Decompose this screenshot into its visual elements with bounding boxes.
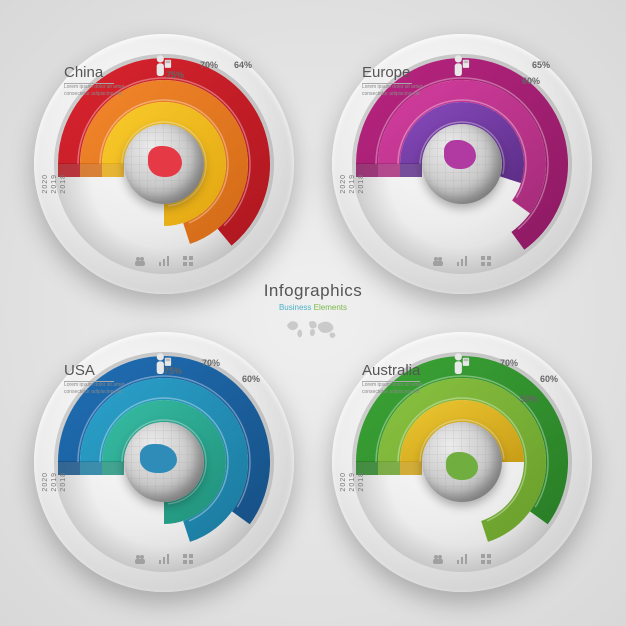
panel-europe: EuropeLorem ipsum dolor sit amet, consec… bbox=[318, 20, 606, 308]
footer-icons bbox=[432, 552, 492, 570]
year-label: 2019 bbox=[51, 470, 58, 494]
panel-china: ChinaLorem ipsum dolor sit amet, consect… bbox=[20, 20, 308, 308]
footer-icons bbox=[432, 254, 492, 272]
year-label: 2019 bbox=[349, 470, 356, 494]
globe-icon bbox=[422, 422, 502, 502]
world-map-icon bbox=[283, 316, 343, 340]
globe-icon bbox=[124, 124, 204, 204]
circle-background: USALorem ipsum dolor sit amet, consectet… bbox=[34, 332, 294, 592]
grid-icon bbox=[182, 254, 194, 272]
year-label: 2018 bbox=[60, 172, 67, 196]
year-label: 2018 bbox=[60, 470, 67, 494]
year-label: 2019 bbox=[349, 172, 356, 196]
year-label: 2018 bbox=[358, 172, 365, 196]
percentage-label: 70% bbox=[202, 358, 220, 368]
main-title: Infographics bbox=[264, 281, 363, 301]
panel-australia: AustraliaLorem ipsum dolor sit amet, con… bbox=[318, 318, 606, 606]
percentage-label: 50% bbox=[520, 394, 538, 404]
year-label: 2019 bbox=[51, 172, 58, 196]
circle-background: AustraliaLorem ipsum dolor sit amet, con… bbox=[332, 332, 592, 592]
group-icon bbox=[432, 552, 444, 570]
globe-icon bbox=[422, 124, 502, 204]
region-subtitle: Lorem ipsum dolor sit amet, consectetur … bbox=[362, 382, 442, 395]
region-title: Europe bbox=[362, 64, 412, 84]
region-title: China bbox=[64, 64, 114, 84]
center-title-block: Infographics Business Elements bbox=[264, 281, 363, 345]
circle-background: ChinaLorem ipsum dolor sit amet, consect… bbox=[34, 34, 294, 294]
percentage-label: 60% bbox=[540, 374, 558, 384]
group-icon bbox=[134, 552, 146, 570]
circle-background: EuropeLorem ipsum dolor sit amet, consec… bbox=[332, 34, 592, 294]
percentage-label: 65% bbox=[532, 60, 550, 70]
region-title: Australia bbox=[362, 362, 420, 382]
bars-icon bbox=[158, 254, 170, 272]
globe-icon bbox=[124, 422, 204, 502]
year-label: 2020 bbox=[340, 470, 347, 494]
main-subtitle: Business Elements bbox=[264, 303, 363, 312]
region-subtitle: Lorem ipsum dolor sit amet, consectetur … bbox=[64, 382, 144, 395]
year-labels: 202020192018 bbox=[340, 470, 365, 494]
region-subtitle: Lorem ipsum dolor sit amet, consectetur … bbox=[64, 84, 144, 97]
person-icon bbox=[452, 54, 470, 80]
group-icon bbox=[134, 254, 146, 272]
percentage-label: 70% bbox=[500, 358, 518, 368]
subtitle-word: Business bbox=[279, 303, 311, 312]
group-icon bbox=[432, 254, 444, 272]
region-subtitle: Lorem ipsum dolor sit amet, consectetur … bbox=[362, 84, 442, 97]
grid-icon bbox=[182, 552, 194, 570]
year-labels: 202020192018 bbox=[340, 172, 365, 196]
region-title: USA bbox=[64, 362, 114, 382]
year-label: 2020 bbox=[42, 470, 49, 494]
year-label: 2018 bbox=[358, 470, 365, 494]
bars-icon bbox=[456, 254, 468, 272]
percentage-label: 60% bbox=[242, 374, 260, 384]
year-label: 2020 bbox=[340, 172, 347, 196]
panel-usa: USALorem ipsum dolor sit amet, consectet… bbox=[20, 318, 308, 606]
year-labels: 202020192018 bbox=[42, 470, 67, 494]
grid-icon bbox=[480, 552, 492, 570]
person-icon bbox=[452, 352, 470, 378]
bars-icon bbox=[456, 552, 468, 570]
footer-icons bbox=[134, 552, 194, 570]
percentage-label: 64% bbox=[234, 60, 252, 70]
year-label: 2020 bbox=[42, 172, 49, 196]
footer-icons bbox=[134, 254, 194, 272]
subtitle-word: Elements bbox=[314, 303, 347, 312]
percentage-label: 70% bbox=[200, 60, 218, 70]
percentage-label: 60% bbox=[522, 76, 540, 86]
percentage-label: 75% bbox=[164, 366, 182, 376]
grid-icon bbox=[480, 254, 492, 272]
bars-icon bbox=[158, 552, 170, 570]
percentage-label: 75% bbox=[166, 70, 184, 80]
year-labels: 202020192018 bbox=[42, 172, 67, 196]
